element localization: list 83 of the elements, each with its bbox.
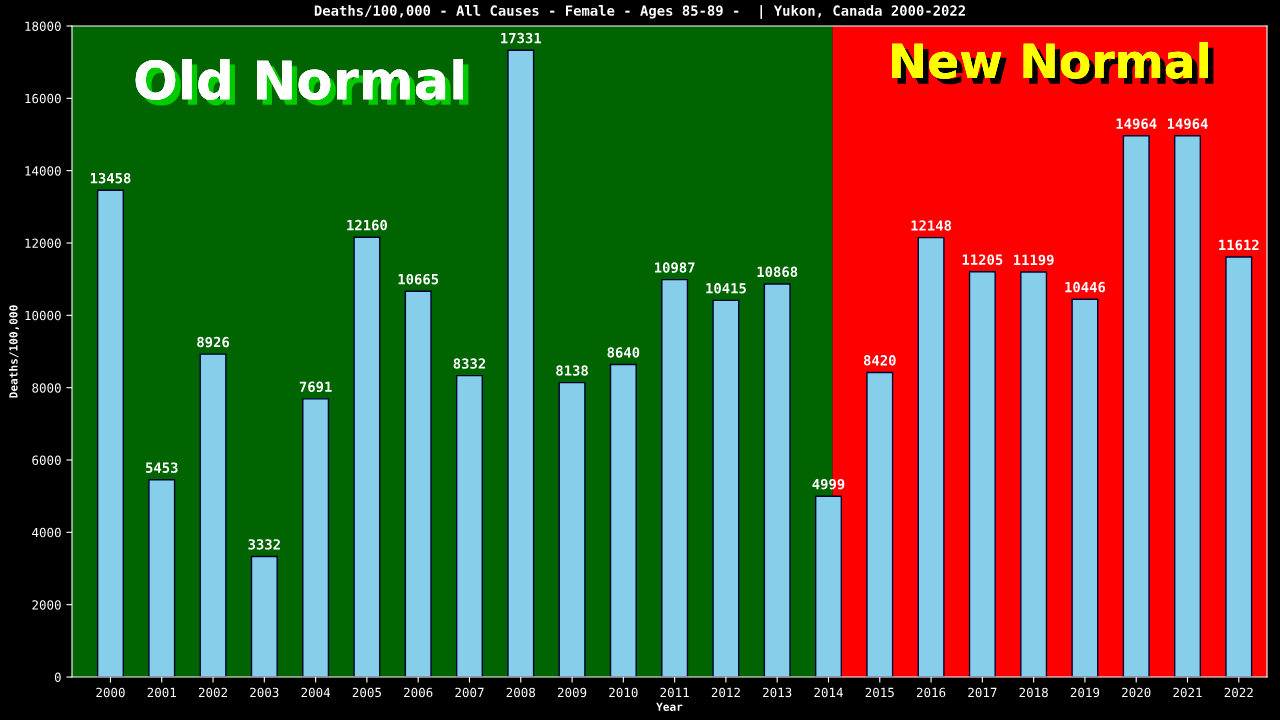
- chart-title: Deaths/100,000 - All Causes - Female - Ages 85-89 - | Yukon, Canada 2000-2022: [314, 5, 965, 19]
- y-axis-title: Deaths/100,000: [9, 305, 20, 398]
- x-tick-label: 2006: [404, 687, 433, 698]
- x-tick-label: 2021: [1173, 687, 1202, 698]
- data-label: 10446: [1065, 281, 1106, 293]
- x-tick-label: 2002: [198, 687, 228, 698]
- data-label: 5453: [146, 462, 178, 473]
- data-label: 8640: [607, 347, 640, 358]
- bar: [866, 371, 894, 677]
- bar: [250, 555, 278, 677]
- x-axis-title: Year: [656, 702, 683, 711]
- y-tick-label: 0: [54, 672, 61, 682]
- bar: [814, 495, 843, 677]
- data-label: 10665: [398, 273, 439, 285]
- bar: [404, 290, 432, 677]
- y-tick-label: 12000: [25, 238, 61, 248]
- bar: [507, 49, 535, 677]
- data-label: 7691: [299, 381, 332, 393]
- y-tick-label: 10000: [25, 310, 61, 321]
- bar: [763, 283, 791, 677]
- x-tick-label: 2001: [147, 687, 176, 698]
- bar: [302, 398, 330, 677]
- x-tick-label: 2020: [1122, 687, 1151, 698]
- x-tick-label: 2019: [1070, 687, 1100, 698]
- bar: [609, 363, 637, 677]
- data-label: 17331: [501, 32, 542, 44]
- data-label: 13458: [90, 172, 131, 184]
- data-label: 12160: [347, 219, 387, 231]
- x-tick-label: 2012: [711, 687, 740, 698]
- data-label: 8138: [556, 365, 588, 376]
- data-label: 8332: [453, 358, 486, 369]
- data-label: 8926: [197, 336, 230, 348]
- x-tick-label: 2017: [968, 687, 997, 698]
- bar: [1225, 256, 1253, 677]
- data-label: 11199: [1014, 254, 1054, 266]
- x-tick-label: 2013: [763, 687, 792, 698]
- bar: [1173, 135, 1202, 677]
- bar: [96, 189, 124, 677]
- data-label: 14964: [1116, 118, 1157, 130]
- bar: [917, 236, 945, 677]
- x-tick-label: 2007: [455, 687, 484, 698]
- data-label: 12148: [911, 220, 952, 231]
- y-tick-label: 6000: [32, 455, 61, 465]
- data-label: 3332: [248, 539, 280, 550]
- bar: [455, 374, 483, 677]
- bar: [148, 479, 176, 677]
- x-tick-label: 2015: [865, 687, 894, 698]
- x-tick-label: 2003: [250, 687, 279, 698]
- bar: [558, 381, 586, 677]
- data-label: 11612: [1219, 239, 1259, 251]
- y-tick-label: 16000: [25, 93, 61, 104]
- x-tick-label: 2011: [660, 687, 689, 698]
- x-tick-label: 2005: [352, 687, 381, 698]
- x-tick-label: 2000: [96, 687, 125, 698]
- data-label: 8420: [863, 355, 896, 366]
- x-tick-label: 2018: [1019, 687, 1048, 698]
- x-tick-label: 2014: [814, 687, 843, 698]
- bar: [1122, 135, 1150, 677]
- bar: [968, 271, 996, 677]
- band-label: Old Normal: [135, 59, 469, 106]
- bar: [712, 299, 740, 677]
- data-label: 11205: [962, 254, 1003, 265]
- bar: [1071, 298, 1099, 677]
- data-label: 10987: [655, 262, 695, 273]
- y-tick-label: 14000: [25, 166, 61, 176]
- bar: [353, 236, 381, 677]
- x-tick-label: 2004: [301, 687, 331, 698]
- bar: [1020, 271, 1048, 677]
- data-label: 14964: [1167, 118, 1208, 130]
- x-tick-label: 2010: [609, 687, 638, 698]
- band-label: New Normal: [892, 42, 1214, 85]
- bar: [661, 278, 689, 677]
- y-tick-label: 18000: [25, 21, 61, 31]
- bar: [199, 353, 227, 677]
- data-label: 10415: [706, 282, 746, 294]
- x-tick-label: 2022: [1224, 687, 1253, 698]
- y-tick-label: 8000: [32, 383, 61, 393]
- x-tick-label: 2008: [506, 687, 536, 698]
- x-tick-label: 2016: [916, 687, 946, 698]
- y-tick-label: 4000: [32, 527, 61, 538]
- y-tick-label: 2000: [32, 600, 61, 610]
- x-tick-label: 2009: [557, 687, 587, 698]
- data-label: 10868: [757, 266, 798, 278]
